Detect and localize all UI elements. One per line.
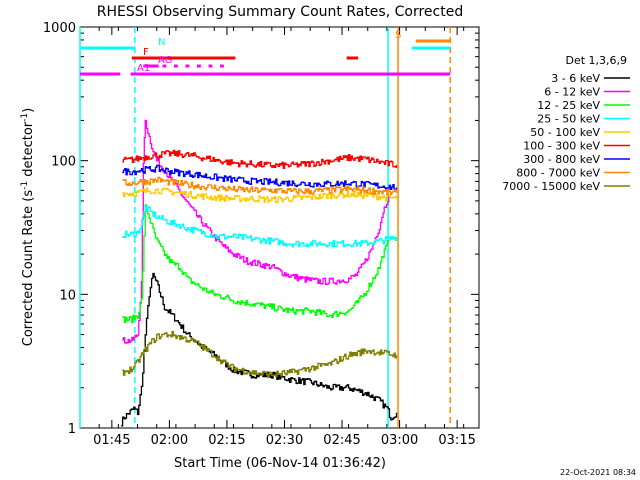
series-lines bbox=[121, 119, 398, 427]
legend-label-7000-15000-kev: 7000 - 15000 keV bbox=[502, 180, 600, 193]
series-line-50-100-kev bbox=[122, 187, 398, 204]
legend-label-6-12-kev: 6 - 12 keV bbox=[544, 86, 600, 99]
y-tick-label: 10 bbox=[59, 288, 76, 303]
flag-label-s: S bbox=[395, 30, 401, 41]
plot-frame bbox=[79, 26, 480, 429]
legend-label-300-800-kev: 300 - 800 keV bbox=[523, 153, 600, 166]
x-tick-label: 02:30 bbox=[266, 433, 303, 448]
flag-label-f: F bbox=[143, 47, 149, 58]
vertical-markers bbox=[79, 27, 451, 428]
y-tick-label: 1 bbox=[68, 422, 76, 437]
y-tick-label: 1000 bbox=[43, 21, 76, 36]
chart-title: RHESSI Observing Summary Count Rates, Co… bbox=[97, 4, 463, 20]
series-line-25-50-kev bbox=[122, 205, 398, 248]
x-tick-label: 02:15 bbox=[208, 433, 245, 448]
series-line-100-300-kev bbox=[122, 149, 398, 170]
y-axis-label: Corrected Count Rate (s-1 detector-1) bbox=[20, 108, 36, 346]
footer-date: 22-Oct-2021 08:34 bbox=[560, 468, 636, 477]
x-tick-label: 01:45 bbox=[93, 433, 130, 448]
series-line-6-12-kev bbox=[122, 119, 390, 344]
legend-label-3-6-kev: 3 - 6 keV bbox=[551, 72, 600, 85]
legend-label-50-100-kev: 50 - 100 keV bbox=[530, 126, 600, 139]
x-tick-label: 02:00 bbox=[151, 433, 188, 448]
flag-label-ag: AG bbox=[158, 55, 172, 66]
x-axis-label: Start Time (06-Nov-14 01:36:42) bbox=[174, 456, 386, 471]
series-line-300-800-kev bbox=[122, 164, 398, 191]
legend-label-800-7000-kev: 800 - 7000 keV bbox=[516, 167, 600, 180]
legend-label-25-50-kev: 25 - 50 keV bbox=[537, 113, 600, 126]
x-tick-label: 03:00 bbox=[381, 433, 418, 448]
series-line-3-6-kev bbox=[121, 272, 398, 427]
axes-layer: 01:45 02:00 02:15 02:30 02:45 03:00 03:15 1 10 10… bbox=[43, 21, 479, 448]
flag-bars: N S F AG A1 bbox=[80, 30, 451, 76]
series-line-800-7000-kev bbox=[122, 176, 398, 196]
y-axis-label-sup1: -1 bbox=[20, 181, 30, 190]
series-line-12-25-kev bbox=[122, 204, 390, 324]
legend-label-12-25-kev: 12 - 25 keV bbox=[537, 99, 600, 112]
y-axis-label-mid: detector bbox=[21, 121, 36, 181]
y-axis-label-main: Corrected Count Rate (s bbox=[21, 190, 36, 347]
x-tick-label: 03:15 bbox=[438, 433, 475, 448]
legend-title: Det 1,3,6,9 bbox=[565, 54, 627, 67]
y-axis-label-end: ) bbox=[21, 108, 36, 113]
x-tick-label: 02:45 bbox=[323, 433, 360, 448]
y-axis-label-sup2: -1 bbox=[20, 113, 30, 122]
y-tick-label: 100 bbox=[51, 155, 76, 170]
legend-label-100-300-kev: 100 - 300 keV bbox=[523, 140, 600, 153]
series-line-7000-15000-kev bbox=[122, 330, 398, 379]
flag-label-a1: A1 bbox=[137, 63, 150, 74]
flag-label-n: N bbox=[158, 37, 165, 48]
